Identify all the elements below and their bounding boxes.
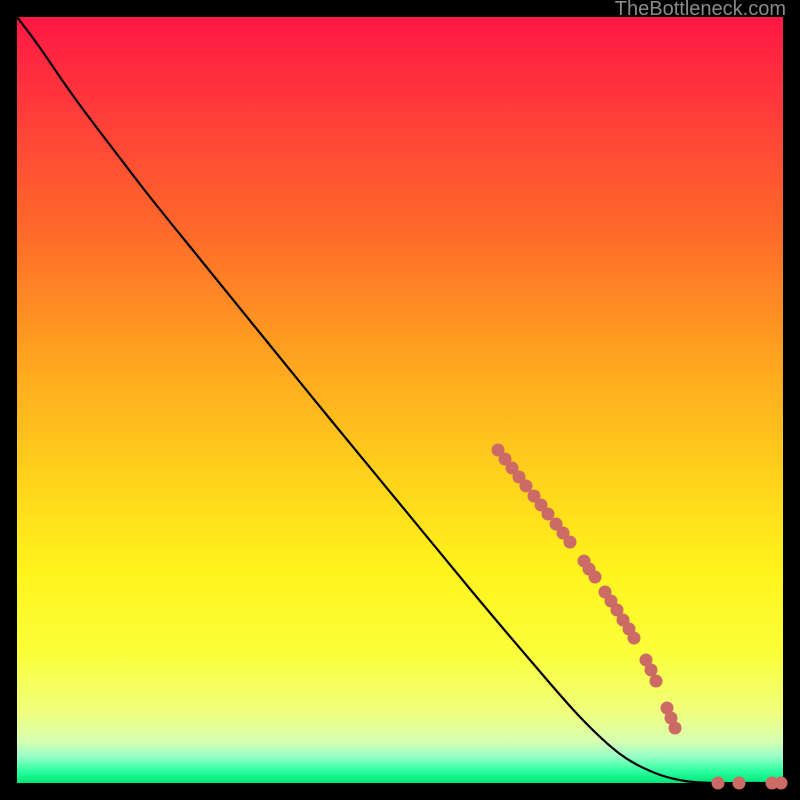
- bottleneck-curve: [17, 17, 783, 783]
- data-marker: [669, 722, 682, 735]
- data-marker: [564, 536, 577, 549]
- chart-overlay-svg: [17, 17, 783, 783]
- data-marker: [733, 777, 746, 790]
- data-marker: [589, 571, 602, 584]
- data-markers: [492, 444, 788, 790]
- chart-stage: TheBottleneck.com: [0, 0, 800, 800]
- data-marker: [712, 777, 725, 790]
- plot-area: [17, 17, 783, 783]
- data-marker: [775, 777, 788, 790]
- data-marker: [650, 675, 663, 688]
- watermark-text: TheBottleneck.com: [615, 0, 786, 21]
- data-marker: [628, 632, 641, 645]
